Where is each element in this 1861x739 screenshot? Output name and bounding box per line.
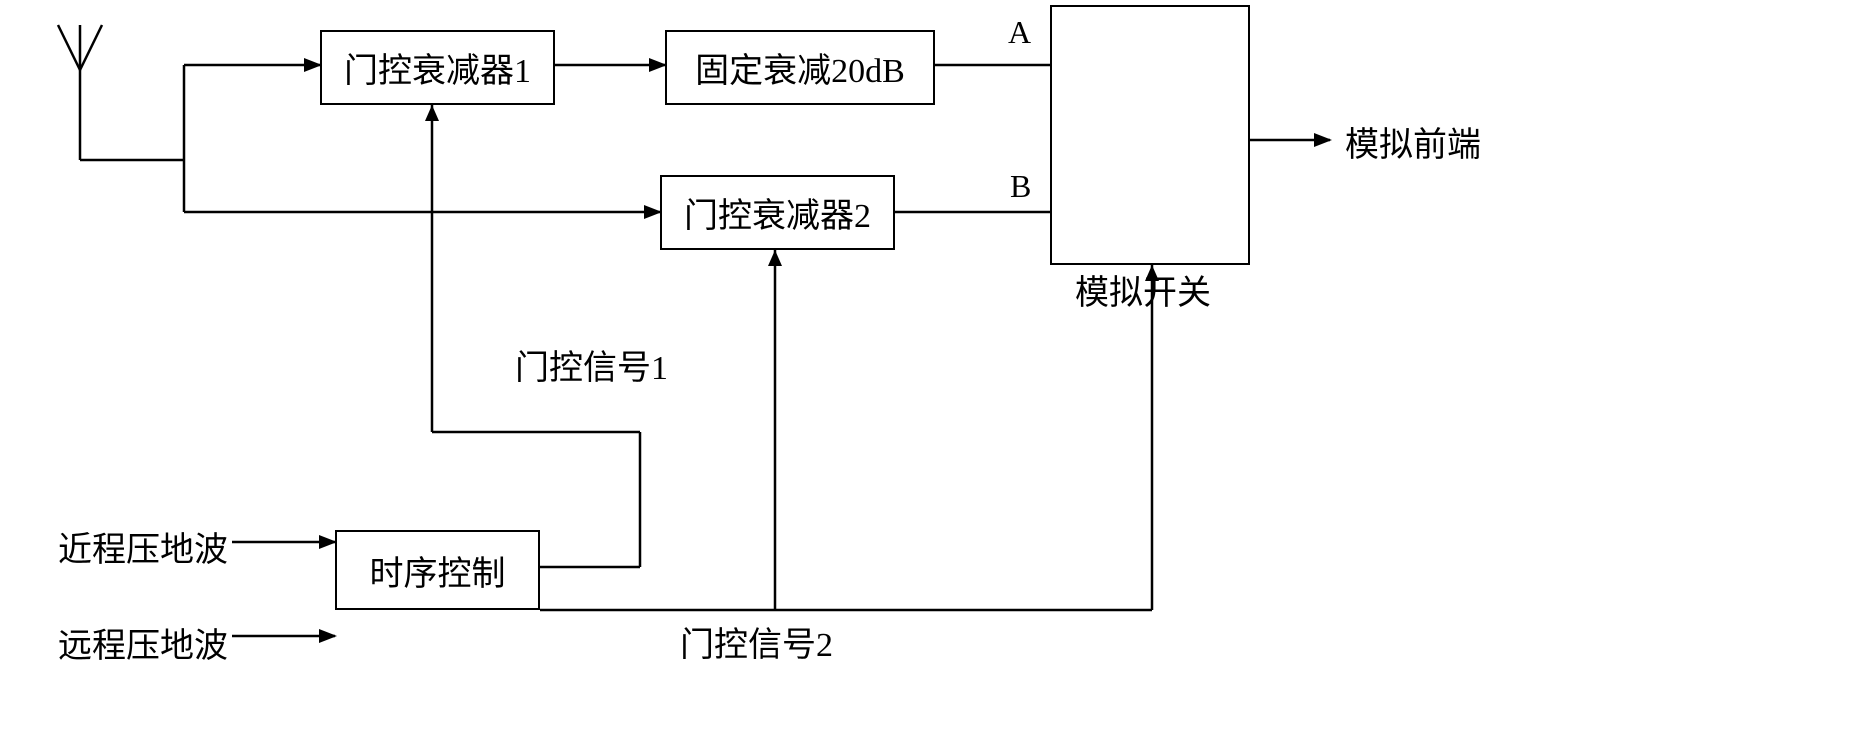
analog-switch-label: 模拟开关 [1075,265,1211,314]
gate-attenuator-2-label: 门控衰减器2 [684,188,871,237]
analog-frontend-label: 模拟前端 [1345,117,1481,166]
timing-control-box: 时序控制 [335,530,540,610]
gate-signal-2-label: 门控信号2 [680,617,833,666]
fixed-attenuator-label: 固定衰减20dB [695,43,905,92]
analog-switch-box [1050,5,1250,265]
block-diagram: 门控衰减器1 固定衰减20dB 门控衰减器2 时序控制 A B 门控信号1 门控… [0,0,1861,739]
connections-svg [0,0,1861,739]
fixed-attenuator-box: 固定衰减20dB [665,30,935,105]
gate-attenuator-2-box: 门控衰减器2 [660,175,895,250]
far-wave-label: 远程压地波 [58,618,228,667]
gate-attenuator-1-label: 门控衰减器1 [344,43,531,92]
gate-signal-1-label: 门控信号1 [515,340,668,389]
label-b: B [1010,168,1031,205]
near-wave-label: 近程压地波 [58,522,228,571]
timing-control-label: 时序控制 [370,546,506,595]
gate-attenuator-1-box: 门控衰减器1 [320,30,555,105]
label-a: A [1008,14,1031,51]
